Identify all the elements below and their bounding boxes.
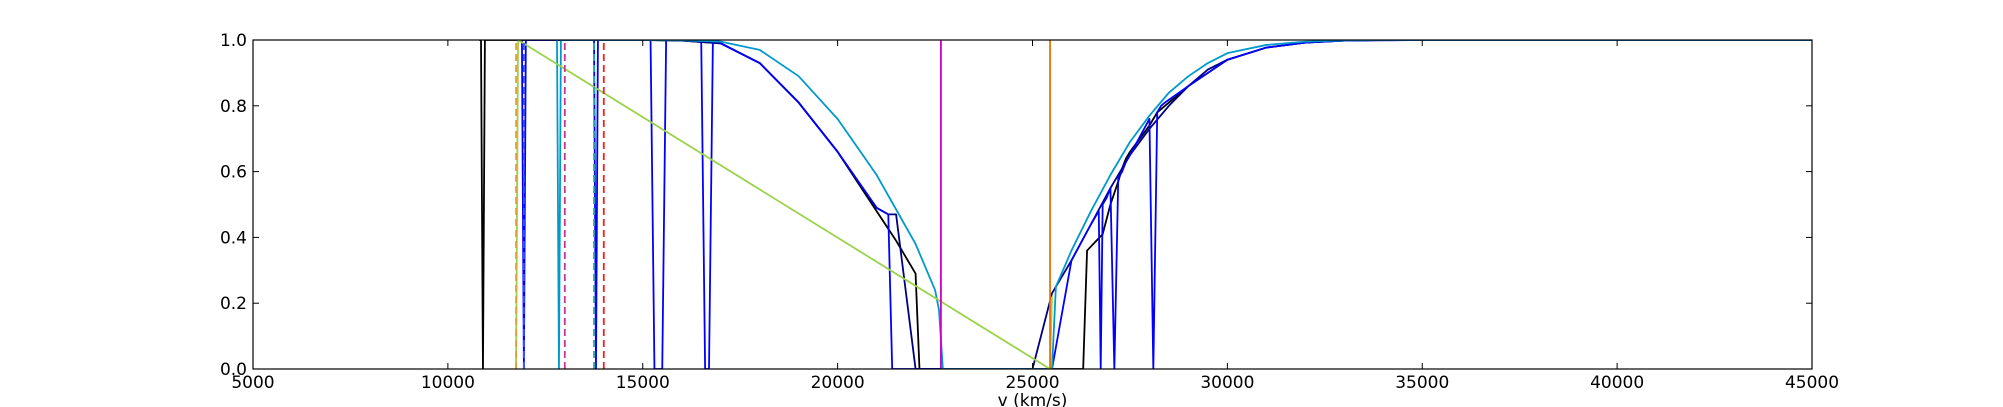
y-tick-label: 0.8: [220, 97, 247, 117]
series-line-2: [521, 40, 1812, 369]
y-tick-label: 0.4: [220, 228, 247, 248]
x-tick-label: 35000: [1395, 373, 1449, 393]
plot-lines: [479, 40, 1812, 369]
x-tick-label: 10000: [421, 373, 475, 393]
x-axis-label: v (km/s): [998, 391, 1068, 407]
x-axis-ticks: 5000 10000 15000 20000 25000 30000 35000 40000 4…: [231, 40, 1839, 393]
y-axis-ticks: 0.0 0.2 0.4 0.6 0.8 1.0: [220, 31, 1812, 380]
x-tick-label: 30000: [1200, 373, 1254, 393]
x-tick-label: 25000: [1005, 373, 1059, 393]
y-tick-label: 0.6: [220, 163, 247, 183]
y-tick-label: 1.0: [220, 31, 247, 51]
series-line-0: [479, 40, 1812, 369]
plot-frame: [252, 39, 1813, 370]
x-tick-label: 5000: [231, 373, 274, 393]
x-tick-label: 45000: [1785, 373, 1839, 393]
series-line-4: [515, 40, 1053, 369]
y-tick-label: 0.0: [220, 360, 247, 380]
x-tick-label: 40000: [1590, 373, 1644, 393]
y-tick-label: 0.2: [220, 294, 247, 314]
x-tick-label: 15000: [616, 373, 670, 393]
series-line-3: [556, 40, 1812, 369]
series-line-1: [642, 40, 1812, 369]
x-tick-label: 20000: [811, 373, 865, 393]
